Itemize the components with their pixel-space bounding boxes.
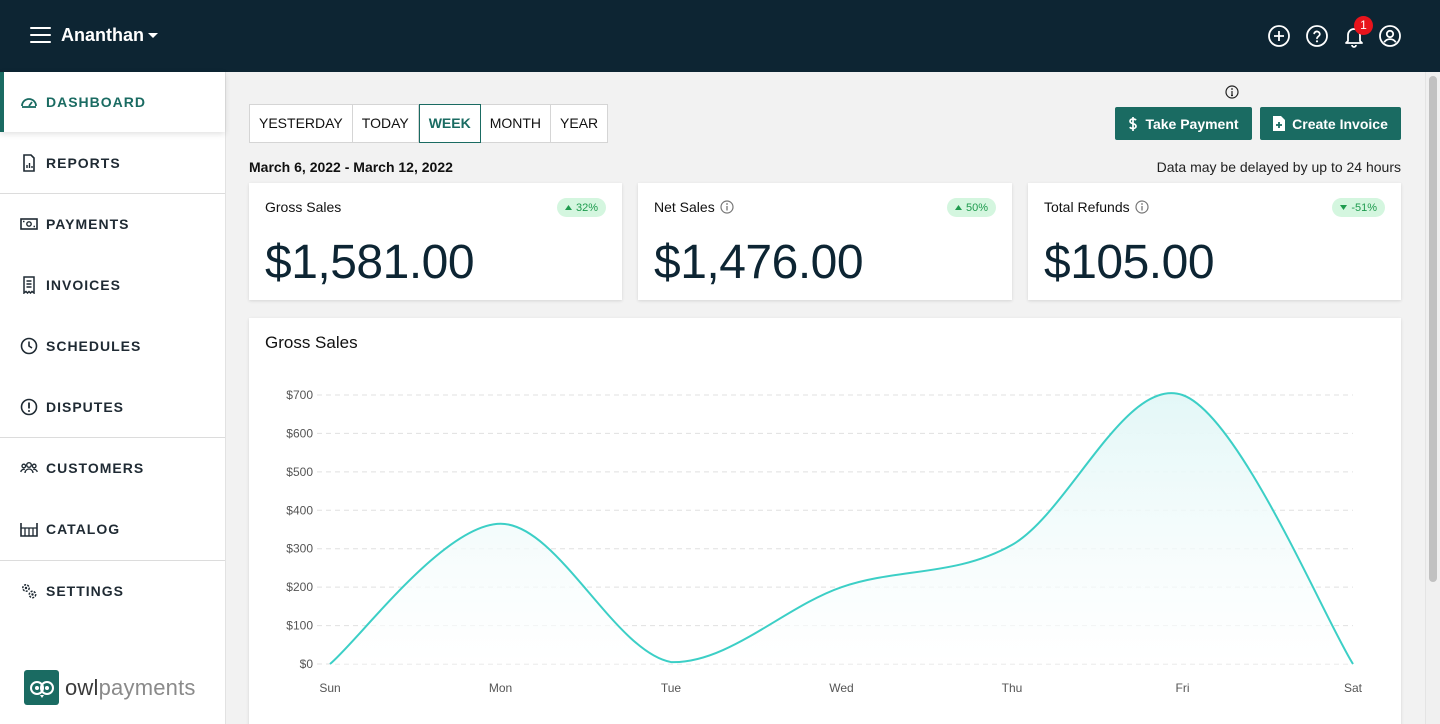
x-tick-label: Sat [1344,681,1363,695]
sidebar-item-invoices[interactable]: INVOICES [0,255,225,315]
add-document-icon [1273,116,1286,131]
menu-icon[interactable] [30,27,51,44]
card-value: $1,476.00 [654,236,864,289]
sidebar-item-label: SETTINGS [46,583,125,599]
owl-icon [24,670,59,705]
tab-week[interactable]: WEEK [418,104,481,143]
sidebar-item-label: DISPUTES [46,399,125,415]
settings-icon [22,584,37,599]
account-name[interactable]: Ananthan [61,25,144,45]
take-payment-button[interactable]: Take Payment [1115,107,1252,140]
y-tick-label: $200 [286,580,313,594]
sidebar-divider [0,193,225,194]
gross-sales-card: Gross Sales 32% $1,581.00 [249,183,622,300]
scrollbar-thumb[interactable] [1429,76,1437,582]
period-tabs: YESTERDAY TODAY WEEK MONTH YEAR [249,104,609,143]
y-tick-label: $400 [286,503,313,517]
x-tick-label: Tue [661,681,682,695]
create-invoice-label: Create Invoice [1292,115,1388,132]
payment-icon [20,218,38,230]
card-value: $105.00 [1044,236,1215,289]
sidebar-item-schedules[interactable]: SCHEDULES [0,316,225,376]
take-payment-label: Take Payment [1145,115,1239,132]
notification-badge: 1 [1354,16,1373,35]
alert-icon [20,398,38,416]
top-bar: Ananthan 1 [0,0,1440,72]
help-icon[interactable] [1305,24,1329,48]
page-scrollbar[interactable] [1425,72,1440,724]
sidebar-item-reports[interactable]: REPORTS [0,133,225,193]
logo-text: owlpayments [65,674,196,700]
sidebar-item-label: INVOICES [46,277,121,293]
gross-sales-chart: $0 $100 $200 $300 $400 $500 $600 $700 Sun Mon Tue W… [286,388,1363,695]
sidebar-item-catalog[interactable]: CATALOG [0,499,225,559]
account-icon[interactable] [1378,24,1402,48]
info-icon[interactable] [1225,85,1239,99]
gross-sales-chart-card: Gross Sales $0 $100 $200 $300 $400 $500 $600 $7… [249,318,1401,724]
sidebar: DASHBOARD REPORTS PAYMENTS INVOICES SCHE… [0,72,226,724]
report-icon [23,154,35,172]
arrow-up-icon [954,205,962,210]
sidebar-item-settings[interactable]: SETTINGS [0,561,225,621]
arrow-down-icon [1340,205,1348,210]
card-title: Gross Sales [265,199,342,215]
tab-yesterday[interactable]: YESTERDAY [250,105,353,142]
sidebar-item-label: CUSTOMERS [46,460,145,476]
x-tick-label: Wed [829,681,853,695]
sidebar-item-label: REPORTS [46,155,121,171]
x-tick-label: Mon [489,681,512,695]
sidebar-item-dashboard[interactable]: DASHBOARD [0,72,225,132]
customers-icon [20,462,38,474]
card-title: Total Refunds [1044,199,1149,215]
y-tick-label: $500 [286,465,313,479]
catalog-icon [20,523,38,537]
clock-icon [20,337,38,355]
sidebar-item-payments[interactable]: PAYMENTS [0,194,225,254]
sidebar-divider [0,437,225,438]
info-icon[interactable] [720,200,734,214]
date-range: March 6, 2022 - March 12, 2022 [249,159,453,175]
sidebar-item-disputes[interactable]: DISPUTES [0,377,225,437]
caret-down-icon[interactable] [147,28,159,42]
sidebar-item-label: DASHBOARD [46,94,146,110]
x-tick-label: Fri [1176,681,1190,695]
y-tick-label: $300 [286,542,313,556]
sidebar-item-label: SCHEDULES [46,338,142,354]
y-tick-label: $100 [286,619,313,633]
plus-circle-icon[interactable] [1267,24,1291,48]
dashboard-icon [21,98,37,108]
y-tick-label: $700 [286,388,313,402]
sidebar-item-label: PAYMENTS [46,216,130,232]
arrow-up-icon [564,205,572,210]
info-icon[interactable] [1135,200,1149,214]
sidebar-item-label: CATALOG [46,521,121,537]
tab-month[interactable]: MONTH [481,105,552,142]
card-value: $1,581.00 [265,236,475,289]
y-tick-label: $0 [300,657,314,671]
change-badge: -51% [1332,198,1385,217]
change-badge: 50% [946,198,996,217]
change-badge: 32% [556,198,606,217]
card-title: Net Sales [654,199,734,215]
tab-year[interactable]: YEAR [560,115,599,131]
create-invoice-button[interactable]: Create Invoice [1260,107,1401,140]
series-area [330,393,1353,664]
sidebar-divider [0,560,225,561]
chart-title: Gross Sales [265,333,358,352]
net-sales-card: Net Sales 50% $1,476.00 [638,183,1012,300]
sidebar-item-customers[interactable]: CUSTOMERS [0,438,225,498]
y-tick-label: $600 [286,426,313,440]
dollar-icon [1129,116,1138,131]
total-refunds-card: Total Refunds -51% $105.00 [1028,183,1401,300]
x-tick-label: Thu [1002,681,1023,695]
owlpayments-logo: owlpayments [24,670,196,705]
x-tick-label: Sun [319,681,340,695]
invoice-icon [23,276,35,294]
delay-note: Data may be delayed by up to 24 hours [1156,159,1401,175]
tab-today[interactable]: TODAY [353,105,419,142]
